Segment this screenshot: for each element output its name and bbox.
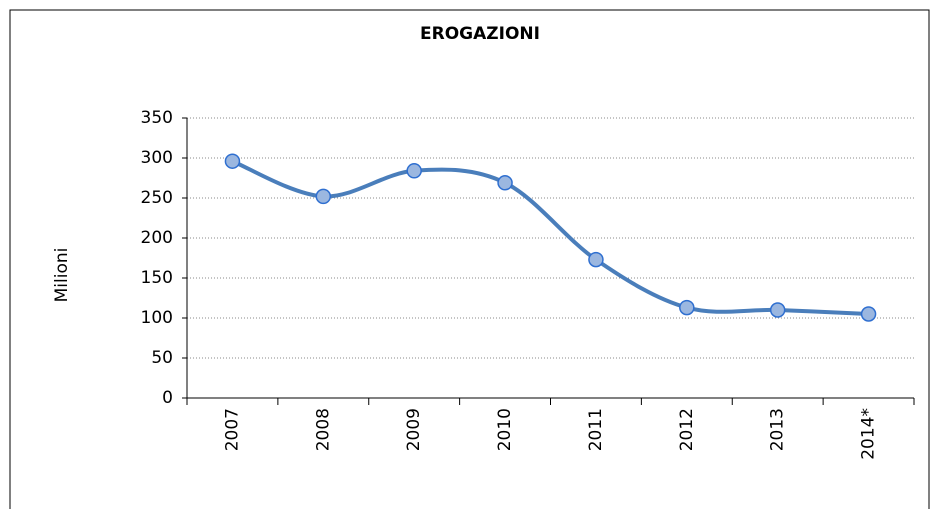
- y-tick-label: 0: [162, 388, 173, 408]
- x-tick-label: 2007: [222, 408, 242, 451]
- x-tick-label: 2011: [586, 408, 606, 451]
- marker: [406, 163, 422, 179]
- y-tick-label: 350: [141, 108, 173, 128]
- marker: [679, 299, 695, 316]
- y-tick-label: 300: [141, 148, 173, 168]
- y-tick-label: 150: [141, 268, 173, 288]
- marker: [769, 302, 786, 318]
- y-tick-label: 250: [141, 188, 173, 208]
- y-tick-label: 100: [141, 308, 173, 328]
- y-tick-label: 50: [151, 348, 173, 368]
- y-axis-label: Milioni: [52, 248, 72, 303]
- line: [230, 159, 871, 316]
- x-tick-label: 2008: [313, 408, 333, 451]
- x-tick-label: 2014*: [859, 408, 879, 460]
- marker: [497, 175, 513, 191]
- y-tick-label: 200: [141, 228, 173, 248]
- x-tick-label: 2010: [495, 408, 515, 451]
- x-tick-label: 2013: [768, 408, 788, 451]
- marker: [860, 306, 877, 322]
- chart-title: EROGAZIONI: [420, 24, 540, 44]
- x-tick-label: 2012: [677, 408, 697, 451]
- chart-frame: [9, 9, 930, 509]
- marker: [588, 251, 604, 268]
- marker: [224, 153, 241, 169]
- x-tick-label: 2009: [404, 408, 424, 451]
- marker: [315, 188, 332, 205]
